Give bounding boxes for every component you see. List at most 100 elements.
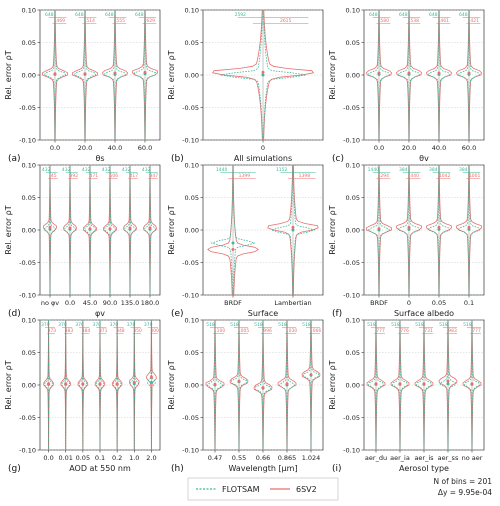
x-tick-label: 1.0 xyxy=(129,454,139,462)
violin-flotsam xyxy=(457,9,481,141)
legend-frame xyxy=(187,477,339,501)
y-tick-label: 0.00 xyxy=(22,71,36,79)
count-flotsam: 648 xyxy=(429,12,438,18)
dy-note: Δy = 9.95e-04 xyxy=(438,488,492,497)
count-6sv2: 347 xyxy=(149,173,158,179)
count-flotsam: 648 xyxy=(399,12,408,18)
y-tick-label: 0.00 xyxy=(185,71,199,79)
count-flotsam: 518 xyxy=(415,322,424,328)
median-6sv2 xyxy=(261,70,265,74)
x-tick-label: aer_ia xyxy=(390,454,410,462)
count-flotsam: 432 xyxy=(62,167,71,173)
x-axis-label: θv xyxy=(419,154,429,163)
y-axis-label: Rel. error ρT xyxy=(167,50,176,99)
median-6sv2 xyxy=(377,227,381,231)
panel-label: (g) xyxy=(8,464,21,474)
x-tick-label: 0.0 xyxy=(43,454,53,462)
violin-6sv2 xyxy=(83,164,97,296)
y-tick-label: 0.05 xyxy=(22,39,36,47)
panel-h: -0.10 -0.05 0.00 0.05 0.10 Rel. error ρT 0.47 5… xyxy=(167,316,324,474)
median-6sv2 xyxy=(237,379,241,383)
x-tick-label: 60.0 xyxy=(462,144,476,152)
panel-d: -0.10 -0.05 0.00 0.05 0.10 Rel. error ρT no φv… xyxy=(4,161,161,319)
count-6sv2: 538 xyxy=(410,18,419,24)
count-flotsam: 1440 xyxy=(368,167,380,173)
violin-6sv2 xyxy=(63,164,77,296)
y-tick-label: 0.05 xyxy=(346,39,360,47)
median-flotsam xyxy=(261,73,265,77)
count-6sv2: 629 xyxy=(146,18,155,24)
violin-6sv2 xyxy=(414,319,434,451)
count-flotsam: 648 xyxy=(135,12,144,18)
x-tick-label: aer_ss xyxy=(438,454,459,462)
x-tick-label: 0 xyxy=(261,144,265,152)
median-6sv2 xyxy=(88,227,92,231)
y-tick-label: -0.10 xyxy=(19,291,36,299)
violin-flotsam xyxy=(210,164,256,296)
panel-label: (i) xyxy=(332,464,342,474)
median-6sv2 xyxy=(132,380,136,384)
violin-flotsam xyxy=(206,319,224,451)
count-6sv2: 996 xyxy=(263,328,272,334)
x-tick-label: BRDF xyxy=(224,299,242,307)
x-tick-label: 1.024 xyxy=(302,454,321,462)
count-6sv2: 383 xyxy=(65,328,74,334)
count-flotsam: 432 xyxy=(122,167,131,173)
count-6sv2: 555 xyxy=(116,18,125,24)
median-6sv2 xyxy=(115,382,119,386)
y-tick-label: 0.10 xyxy=(185,316,199,324)
count-6sv2: 350 xyxy=(133,328,142,334)
y-tick-label: 0.00 xyxy=(185,381,199,389)
violin-flotsam xyxy=(254,319,272,451)
count-6sv2: 1001 xyxy=(469,173,481,179)
median-6sv2 xyxy=(149,375,153,379)
panel-label: (e) xyxy=(171,309,184,319)
count-flotsam: 370 xyxy=(110,322,119,328)
count-6sv2: 2615 xyxy=(280,18,292,24)
y-tick-label: 0.10 xyxy=(185,161,199,169)
median-6sv2 xyxy=(467,225,471,229)
violin-6sv2 xyxy=(123,164,137,296)
count-6sv2: 294 xyxy=(380,173,389,179)
count-flotsam: 648 xyxy=(45,12,54,18)
violin-6sv2 xyxy=(211,9,315,141)
x-tick-label: 0.05 xyxy=(432,299,446,307)
median-6sv2 xyxy=(113,71,117,75)
median-flotsam xyxy=(231,241,235,245)
count-6sv2: 777 xyxy=(376,328,385,334)
x-axis-label: Surface albedo xyxy=(394,309,454,318)
count-flotsam: 518 xyxy=(367,322,376,328)
count-6sv2: 1399 xyxy=(239,173,251,179)
count-flotsam: 518 xyxy=(278,322,287,328)
count-6sv2: 731 xyxy=(424,328,433,334)
y-tick-label: -0.10 xyxy=(343,136,360,144)
count-flotsam: 384 xyxy=(459,167,468,173)
violin-flotsam xyxy=(439,319,457,451)
x-tick-label: 60.0 xyxy=(138,144,152,152)
violin-flotsam xyxy=(367,9,391,141)
count-flotsam: 384 xyxy=(429,167,438,173)
x-axis-label: φv xyxy=(95,309,105,318)
x-tick-label: 2.0 xyxy=(146,454,156,462)
count-flotsam: 1152 xyxy=(276,167,288,173)
x-tick-label: 20.0 xyxy=(78,144,92,152)
legend-flotsam-label: FLOTSAM xyxy=(222,485,260,494)
violin-flotsam xyxy=(220,9,306,141)
y-tick-label: 0.10 xyxy=(346,6,360,14)
violin-flotsam xyxy=(129,319,139,451)
panel-label: (a) xyxy=(8,154,21,164)
x-tick-label: Lambertian xyxy=(274,299,311,307)
x-tick-label: 135.0 xyxy=(121,299,140,307)
y-tick-label: 0.00 xyxy=(185,226,199,234)
panel-label: (f) xyxy=(332,309,342,319)
y-axis-label: Rel. error ρT xyxy=(328,205,337,254)
x-tick-label: 0.1 xyxy=(95,454,105,462)
y-tick-label: 0.05 xyxy=(346,349,360,357)
x-tick-label: BRDF xyxy=(370,299,388,307)
count-flotsam: 370 xyxy=(92,322,101,328)
count-flotsam: 432 xyxy=(142,167,151,173)
y-tick-label: 0.05 xyxy=(22,349,36,357)
y-axis-label: Rel. error ρT xyxy=(4,360,13,409)
violin-flotsam xyxy=(146,319,156,451)
